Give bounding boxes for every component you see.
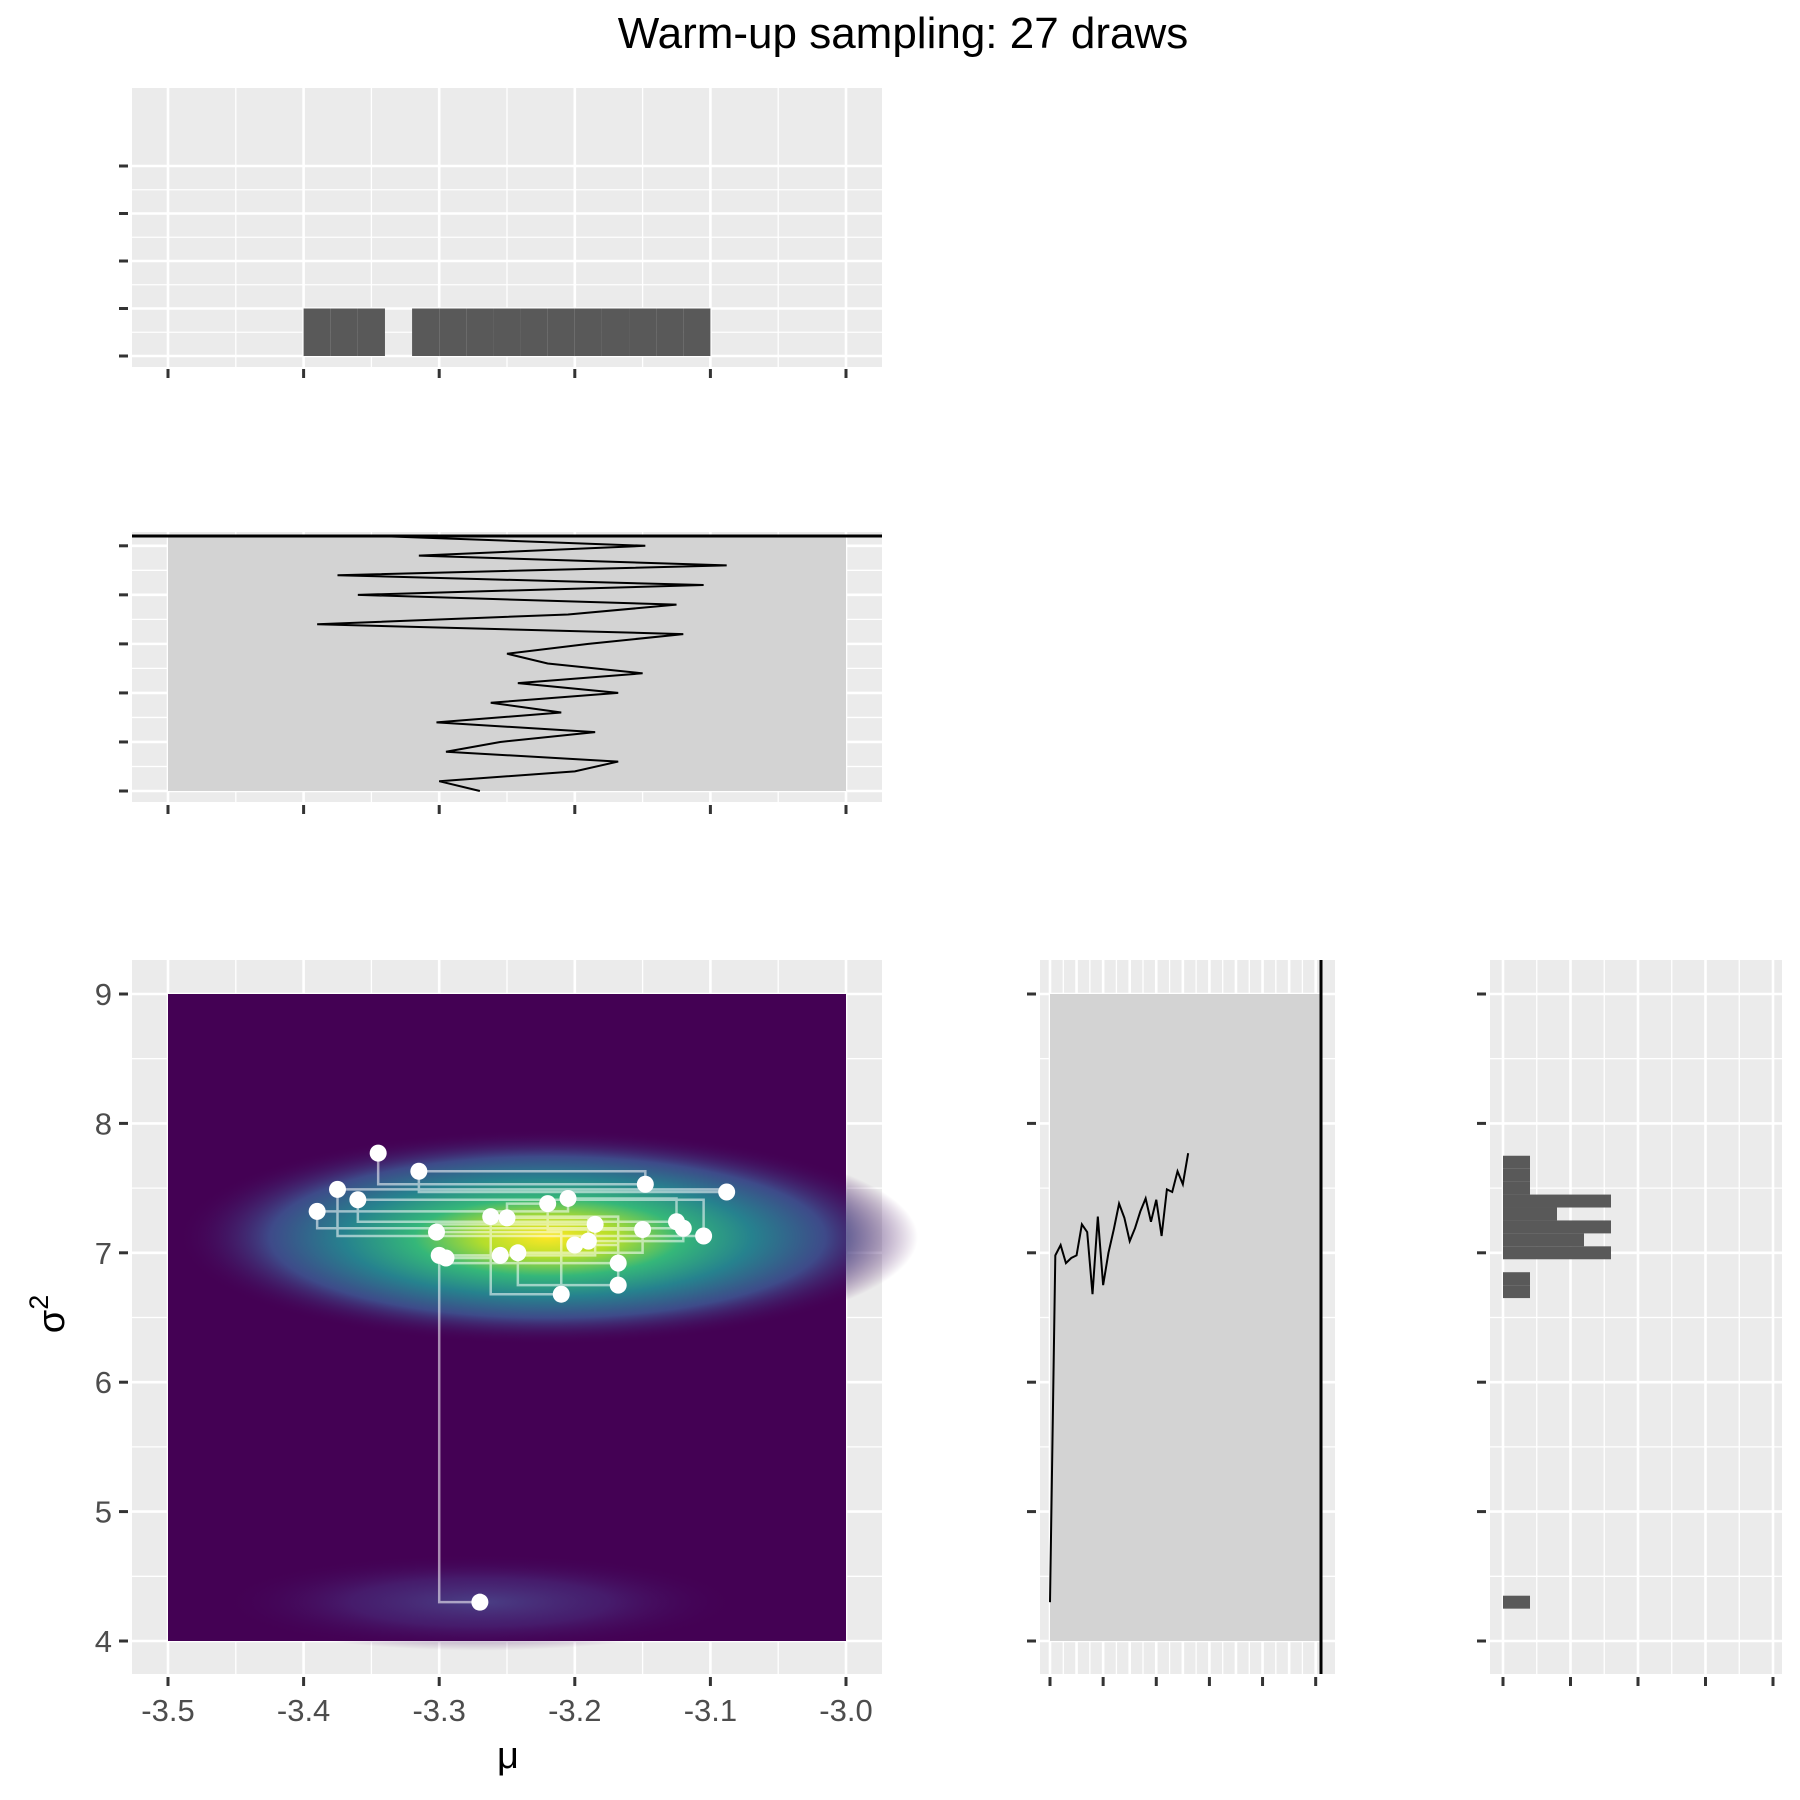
histogram-bar <box>1503 1233 1584 1247</box>
draw-point <box>586 1215 604 1233</box>
histogram-bar <box>520 308 548 356</box>
histogram-bar <box>574 308 602 356</box>
draw-point <box>471 1593 489 1611</box>
draw-point <box>636 1175 654 1193</box>
histogram-bar <box>1503 1207 1557 1221</box>
draw-point <box>329 1180 346 1198</box>
y-tick-label: 4 <box>95 1624 112 1659</box>
joint-density-panel: 4 5 6 7 8 9 -3.5 -3.4 -3.3 -3.2 -3.1 -3.0 μ σ2 <box>24 960 918 1777</box>
histogram-bar <box>357 308 385 356</box>
mu-histogram-panel <box>119 88 882 378</box>
y-tick-label: 9 <box>95 977 112 1012</box>
draw-point <box>695 1227 713 1245</box>
histogram-bar <box>656 308 684 356</box>
draw-point <box>634 1221 652 1239</box>
histogram-bar <box>1503 1194 1611 1208</box>
histogram-bar <box>601 308 630 356</box>
histogram-bar <box>1503 1155 1530 1169</box>
histogram-bar <box>330 308 358 356</box>
sigma2-histogram-panel <box>1477 960 1782 1686</box>
histogram-bar <box>412 308 440 356</box>
draw-point <box>308 1202 326 1220</box>
x-tick-label: -3.5 <box>141 1693 194 1728</box>
draw-point <box>552 1285 570 1303</box>
y-tick-label: 7 <box>95 1236 112 1271</box>
histogram-bar <box>547 308 575 356</box>
draw-point <box>509 1244 527 1262</box>
y-tick-label: 8 <box>95 1106 112 1141</box>
trace-line <box>1049 1152 1190 1603</box>
mu-trace-panel <box>119 532 882 814</box>
draw-point <box>427 1223 445 1241</box>
draw-point <box>579 1232 597 1250</box>
histogram-bar <box>1503 1181 1530 1195</box>
draw-point <box>668 1213 685 1231</box>
y-axis-label-base: σ <box>31 1310 73 1333</box>
draw-point <box>609 1276 627 1294</box>
draw-point <box>539 1195 557 1213</box>
y-tick-label: 6 <box>95 1365 112 1400</box>
histogram-bar <box>1503 1272 1530 1286</box>
draw-point <box>718 1183 736 1201</box>
histogram-bar <box>493 308 521 356</box>
sigma2-trace-panel <box>1027 960 1335 1686</box>
histogram-bar <box>629 308 657 356</box>
histogram-bar <box>1503 1246 1611 1260</box>
draw-point <box>566 1236 584 1254</box>
histogram-bar <box>439 308 467 356</box>
draw-point <box>498 1209 516 1227</box>
x-tick-label: -3.4 <box>277 1693 330 1728</box>
histogram-bar <box>1503 1285 1530 1299</box>
histogram-bar <box>303 308 331 356</box>
histogram-bar <box>1503 1220 1611 1234</box>
histogram-bar <box>1503 1595 1530 1609</box>
draw-point <box>609 1254 627 1272</box>
draw-point <box>491 1246 509 1264</box>
x-axis-label: μ <box>497 1735 519 1777</box>
trace-region <box>1050 994 1321 1641</box>
joint-plot-area: 4 5 6 7 8 9 -3.5 -3.4 -3.3 -3.2 -3.1 -3.0 <box>95 960 918 1728</box>
density-peak <box>177 1129 918 1345</box>
y-axis-label: σ2 <box>24 1295 73 1333</box>
histogram-bar <box>683 308 711 356</box>
y-axis-label-superscript: 2 <box>24 1295 54 1310</box>
histogram-bar <box>466 308 494 356</box>
draw-point <box>410 1162 428 1180</box>
x-tick-label: -3.2 <box>548 1693 601 1728</box>
trace-region <box>168 536 846 791</box>
draw-point <box>559 1189 577 1207</box>
chart-title: Warm-up sampling: 27 draws <box>618 9 1189 58</box>
x-tick-label: -3.1 <box>684 1693 737 1728</box>
trace-line <box>317 535 727 792</box>
x-tick-label: -3.3 <box>412 1693 465 1728</box>
draw-point <box>369 1144 387 1162</box>
draw-point <box>437 1249 455 1267</box>
draw-point <box>349 1191 367 1209</box>
x-tick-label: -3.0 <box>819 1693 872 1728</box>
histogram-bar <box>1503 1168 1530 1182</box>
draw-point <box>482 1208 500 1226</box>
y-tick-label: 5 <box>95 1495 112 1530</box>
